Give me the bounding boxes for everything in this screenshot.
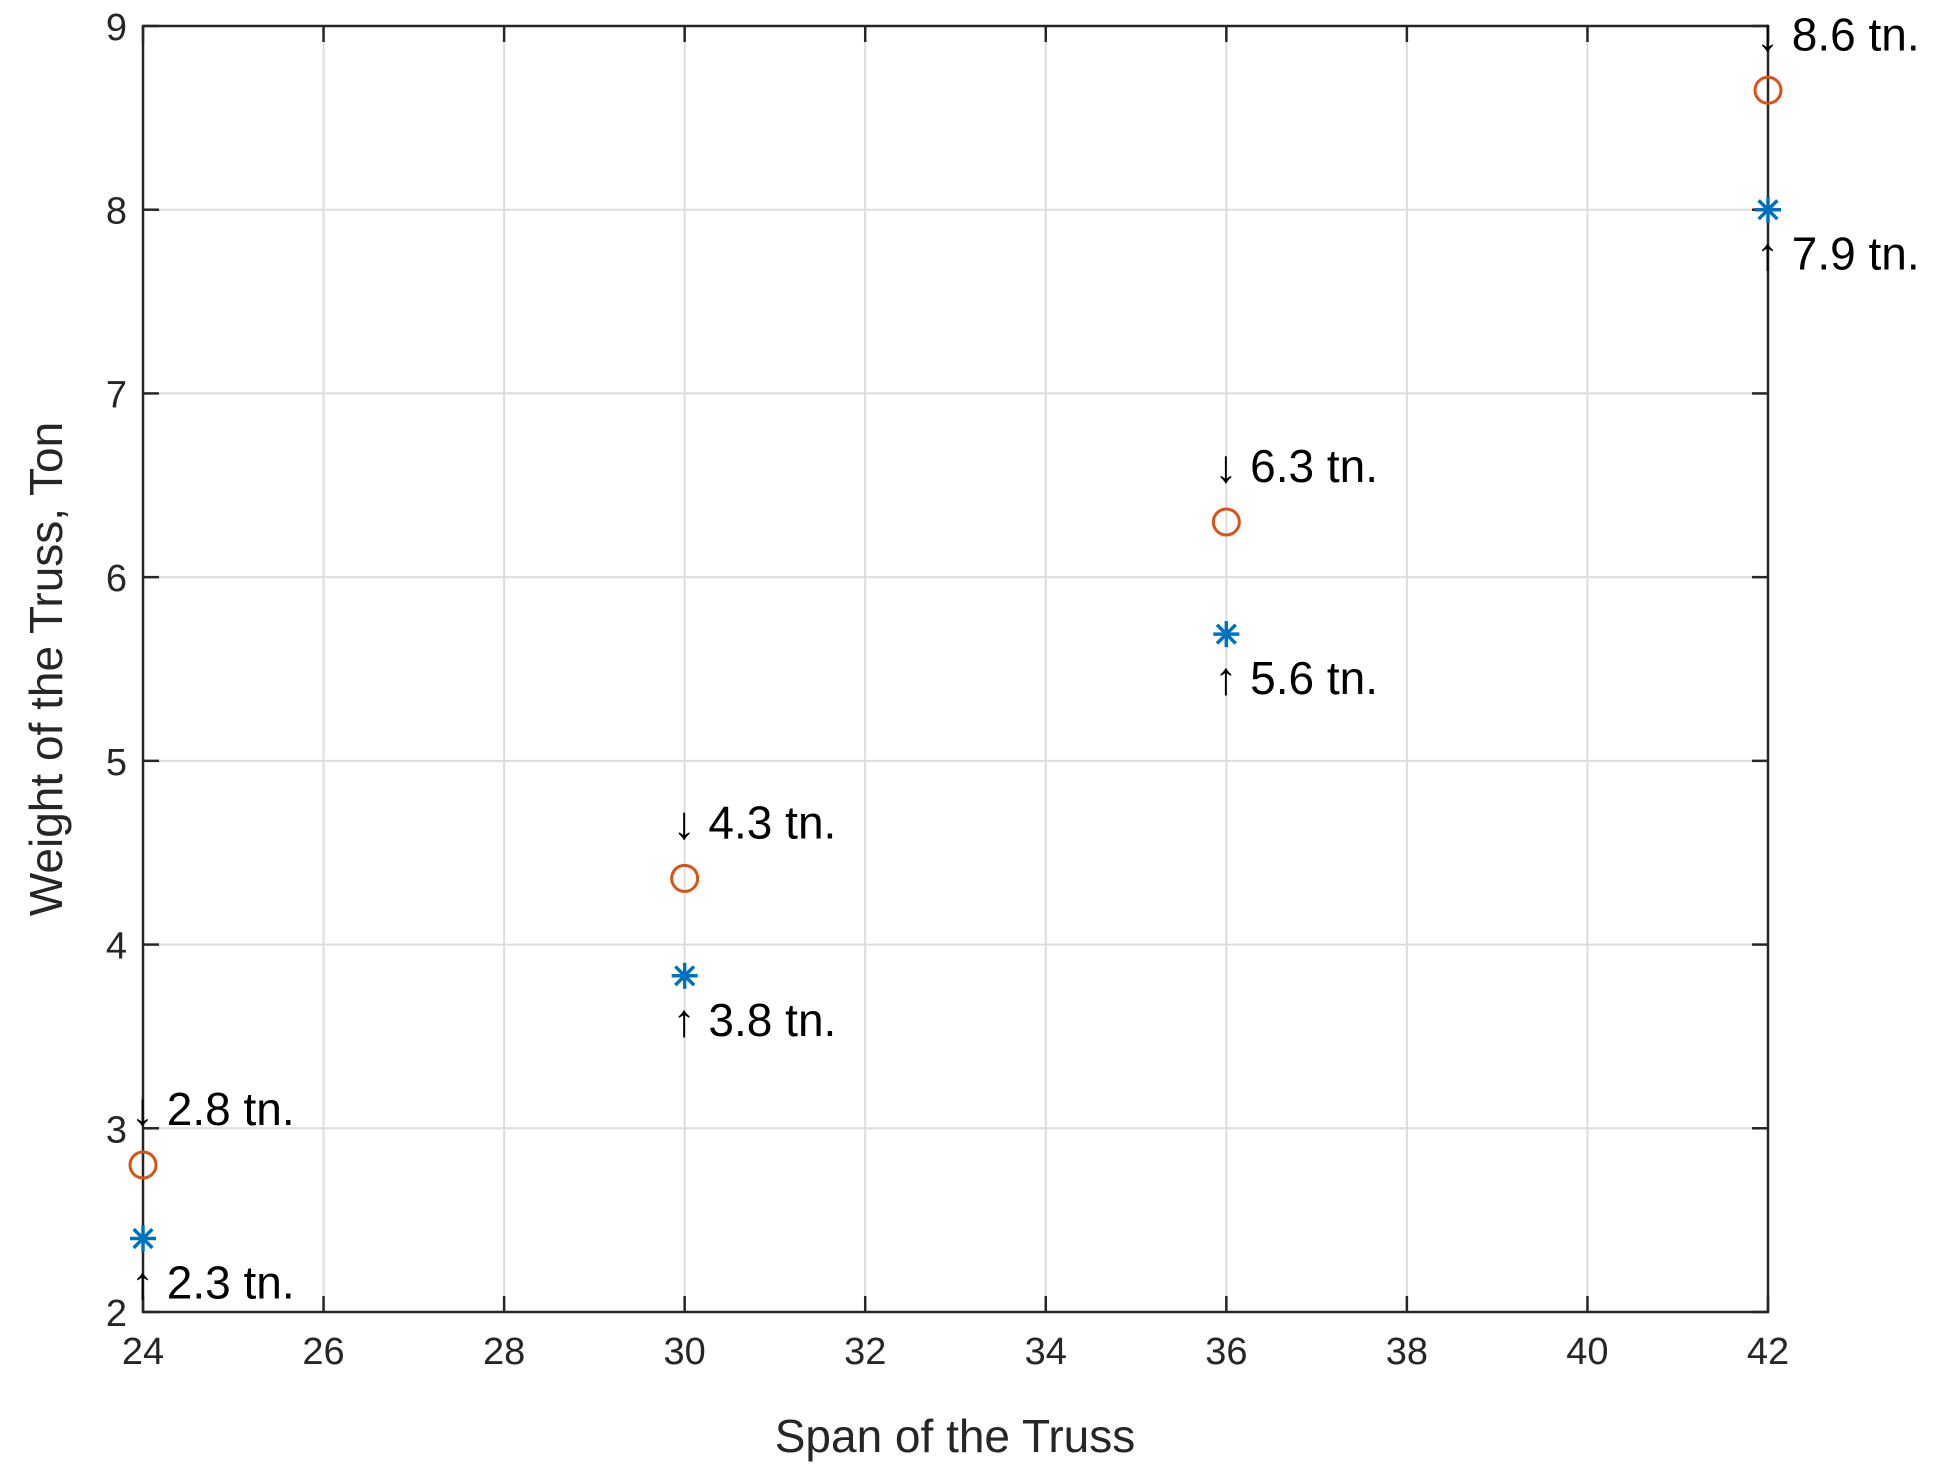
- asterisk-point: [1755, 196, 1781, 223]
- x-tick-label: 34: [1025, 1331, 1067, 1373]
- asterisk-point: [1213, 621, 1240, 648]
- circle-point: [1211, 507, 1241, 537]
- circle-point: [128, 1150, 158, 1180]
- y-tick-label: 8: [106, 191, 127, 233]
- circle-point: [1753, 75, 1783, 105]
- data-annotation: ↓ 4.3 tn.: [673, 796, 837, 848]
- x-tick-label: 38: [1386, 1331, 1428, 1373]
- y-tick-label: 4: [106, 926, 127, 968]
- y-tick-label: 2: [106, 1293, 127, 1335]
- data-annotation: ↓ 2.8 tn.: [131, 1083, 295, 1135]
- y-tick-label: 3: [106, 1109, 127, 1151]
- x-axis-label: Span of the Truss: [775, 1410, 1136, 1462]
- asterisk-point: [671, 962, 698, 989]
- annotations: ↓ 2.8 tn. ↑ 2.3 tn. ↓ 4.3 tn. ↑ 3.8 tn. ↓ 6.…: [131, 8, 1920, 1308]
- x-tick-label: 28: [483, 1331, 525, 1373]
- data-annotation: ↓ 6.3 tn.: [1214, 440, 1378, 492]
- x-tick-label: 42: [1747, 1331, 1789, 1373]
- asterisk-point: [130, 1225, 156, 1252]
- x-tick-label: 40: [1566, 1331, 1608, 1373]
- x-tick-label: 30: [664, 1331, 706, 1373]
- y-axis-label: Weight of the Truss, Ton: [20, 422, 72, 916]
- y-tick-label: 9: [106, 7, 127, 49]
- plot-background: [143, 26, 1768, 1312]
- asterisk-stroke: [674, 965, 696, 987]
- data-annotation: ↑ 5.6 tn.: [1214, 652, 1378, 704]
- asterisk-stroke: [1757, 199, 1779, 221]
- asterisk-stroke: [1215, 623, 1237, 645]
- y-tick-label: 7: [106, 374, 127, 416]
- circle-point: [670, 863, 700, 893]
- x-tick-label: 36: [1205, 1331, 1247, 1373]
- y-tick-label: 5: [106, 742, 127, 784]
- data-annotation: ↑ 2.3 tn.: [131, 1257, 295, 1309]
- x-tick-label: 26: [302, 1331, 344, 1373]
- data-annotation: ↑ 3.8 tn.: [673, 994, 837, 1046]
- x-tick-label: 24: [122, 1331, 164, 1373]
- x-tick-label: 32: [844, 1331, 886, 1373]
- plot-frame: [141, 24, 1770, 1314]
- y-tick-label: 6: [106, 558, 127, 600]
- asterisk-stroke: [132, 1227, 154, 1250]
- data-annotation: ↑ 7.9 tn.: [1756, 228, 1920, 280]
- data-annotation: ↓ 8.6 tn.: [1756, 8, 1920, 60]
- data-marks: [128, 75, 1783, 1252]
